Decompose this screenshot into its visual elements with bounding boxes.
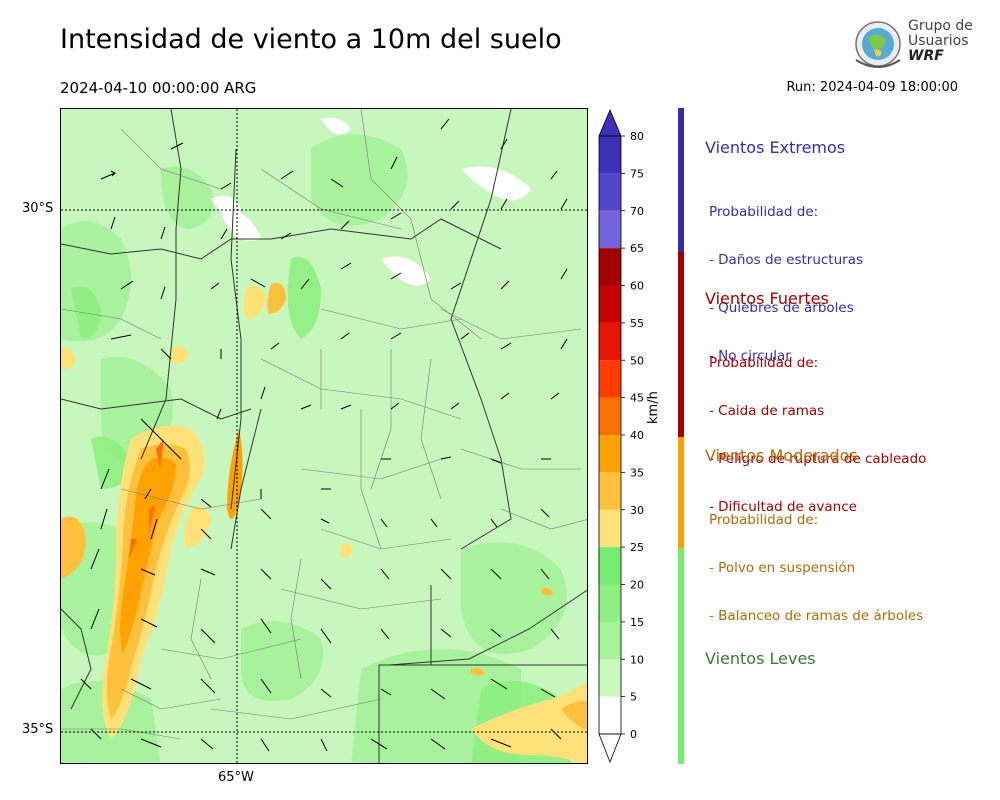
colorbar-extend-min [598,733,622,764]
logo-line-1: Grupo de [908,18,973,34]
colorbar-svg: 0 5 10 15 20 25 30 35 40 45 50 55 60 65 70 75 80 [598,108,644,764]
side-bar-extreme [678,108,684,252]
map-title: Intensidad de viento a 10m del suelo [60,24,562,55]
colorbar-segment [599,547,621,585]
run-time: Run: 2024-04-09 18:00:00 [786,80,958,95]
colorbar-tick-label: 25 [630,541,644,554]
colorbar-tick-label: 0 [630,728,637,741]
category-moderate-body: Probabilidad de: - Polvo en suspensión -… [709,480,923,640]
side-bar-strong [678,252,684,437]
colorbar-tick-label: 60 [630,280,644,293]
wind-field [61,109,587,763]
colorbar-tick-label: 65 [630,242,644,255]
category-extreme-title: Vientos Extremos [705,138,846,157]
colorbar: 0 5 10 15 20 25 30 35 40 45 50 55 60 65 70 75 80 [598,108,646,764]
colorbar-segment [599,509,621,548]
colorbar-segment [599,659,621,697]
colorbar-tick-label: 10 [630,653,644,666]
category-extreme-item-2: - Quiebres de árboles [709,300,854,316]
colorbar-segment [599,621,621,660]
colorbar-segment [599,435,621,473]
category-moderate-prob: Probabilidad de: [709,512,819,528]
category-moderate-item-2: - Balanceo de ramas de árboles [709,608,924,624]
category-strong-body: Probabilidad de: - Caida de ramas - Peli… [709,323,926,531]
colorbar-tick-label: 35 [630,466,644,479]
side-bar-light [678,548,684,764]
colorbar-segment [599,210,621,249]
colorbar-segment [599,248,621,286]
category-strong-title: Vientos Fuertes [705,289,829,308]
logo-text: Grupo de Usuarios WRF [908,19,973,64]
colorbar-tick-label: 45 [630,392,644,405]
wind-map [60,108,588,764]
colorbar-tick-label: 75 [630,167,644,180]
category-strong-prob: Probabilidad de: [709,355,819,371]
lat-label-30s: 30°S [22,201,54,216]
lon-label-65w: 65°W [218,770,254,785]
colorbar-segment [599,696,621,734]
logo-line-2: Usuarios [908,33,969,49]
colorbar-segment [599,397,621,435]
colorbar-tick-label: 50 [630,354,644,367]
logo-line-3: WRF [908,48,944,64]
category-moderate-title: Vientos Moderados [705,446,858,465]
category-extreme-item-1: - Daños de estructuras [709,252,864,268]
colorbar-tick-label: 55 [630,317,644,330]
colorbar-segment [599,472,621,510]
colorbar-tick-label: 80 [630,130,644,143]
colorbar-tick-label: 40 [630,429,644,442]
colorbar-segment [599,360,621,398]
category-extreme-body: Probabilidad de: - Daños de estructuras … [709,172,863,380]
category-strong-item-3: - Dificultad de avance [709,499,857,515]
category-extreme-item-3: - No circular [709,348,791,364]
colorbar-segment [599,173,621,211]
colorbar-tick-label: 20 [630,579,644,592]
colorbar-tick-label: 15 [630,616,644,629]
category-strong-item-1: - Caida de ramas [709,403,825,419]
wrf-logo [848,16,973,74]
category-extreme-prob: Probabilidad de: [709,204,819,220]
category-light-title: Vientos Leves [705,649,816,668]
colorbar-segment [599,584,621,622]
lat-label-35s: 35°S [22,722,54,737]
category-moderate-item-1: - Polvo en suspensión [709,560,856,576]
colorbar-tick-label: 5 [630,691,637,704]
colorbar-segment [599,322,621,361]
side-bar-moderate [678,437,684,548]
colorbar-tick-label: 30 [630,504,644,517]
valid-time: 2024-04-10 00:00:00 ARG [60,79,257,97]
colorbar-unit: km/h [646,391,661,424]
colorbar-segment [599,136,621,174]
category-strong-item-2: - Peligro de ruptura de cableado [709,451,927,467]
globe-icon [855,21,901,68]
colorbar-tick-label: 70 [630,205,644,218]
colorbar-segment [599,285,621,323]
colorbar-extend-max [598,108,622,137]
